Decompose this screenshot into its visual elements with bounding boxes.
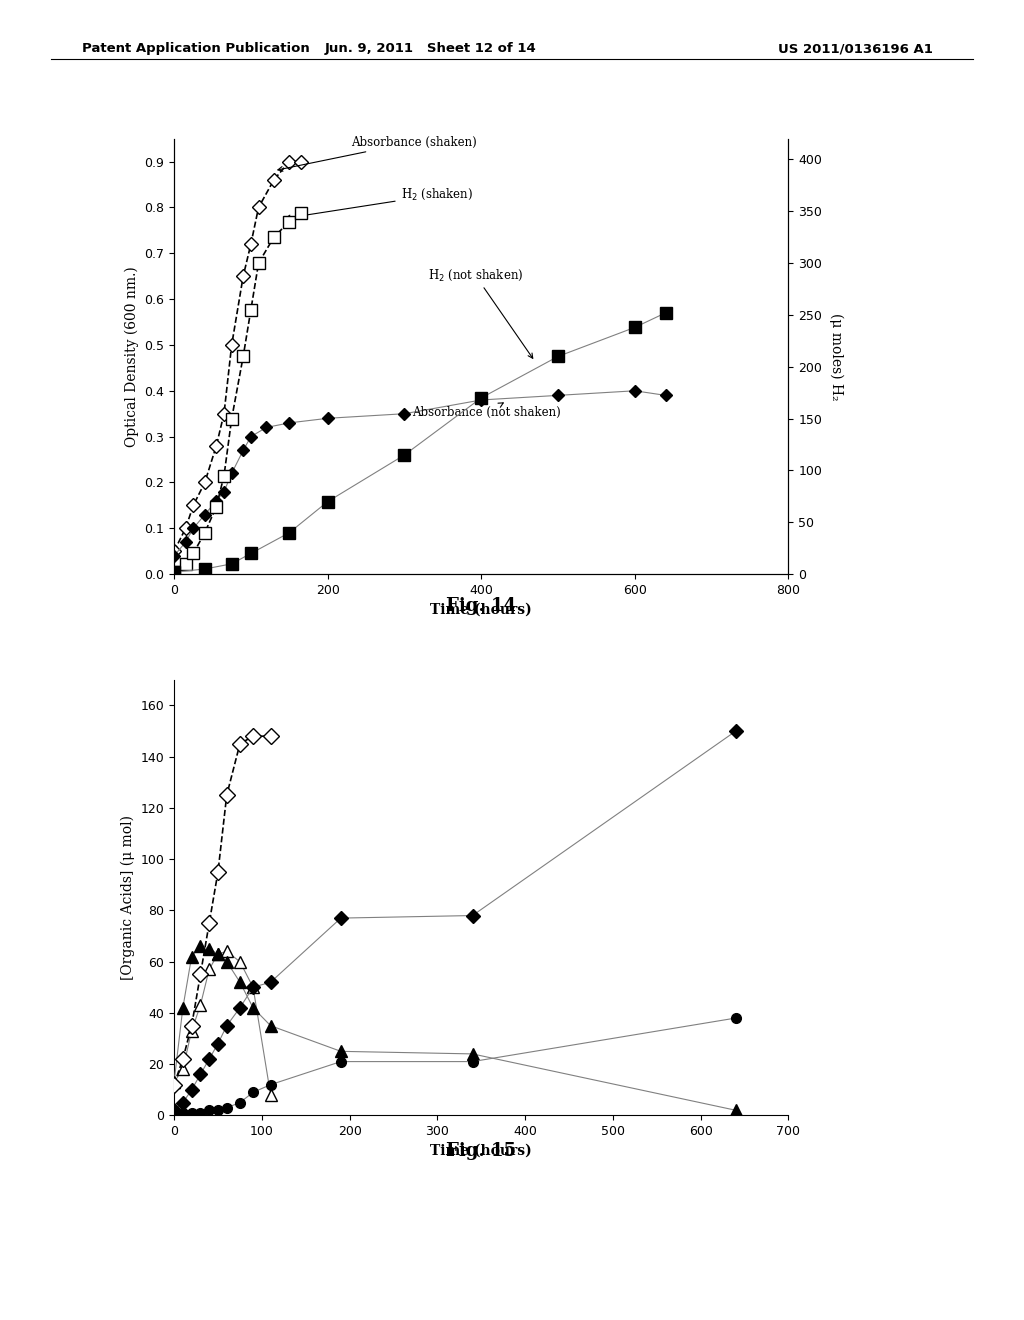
Text: Absorbance (shaken): Absorbance (shaken) — [278, 136, 476, 172]
Text: Patent Application Publication: Patent Application Publication — [82, 42, 309, 55]
X-axis label: Time (hours): Time (hours) — [430, 1143, 532, 1158]
Text: Absorbance (not shaken): Absorbance (not shaken) — [412, 403, 561, 418]
Text: H$_2$ (not shaken): H$_2$ (not shaken) — [428, 268, 532, 358]
X-axis label: Time (hours): Time (hours) — [430, 602, 532, 616]
Text: H$_2$ (shaken): H$_2$ (shaken) — [286, 187, 473, 220]
Y-axis label: (μ moles) H₂: (μ moles) H₂ — [828, 313, 843, 400]
Text: US 2011/0136196 A1: US 2011/0136196 A1 — [778, 42, 933, 55]
Y-axis label: Optical Density (600 nm.): Optical Density (600 nm.) — [124, 267, 139, 446]
Text: Fig. 15: Fig. 15 — [446, 1142, 516, 1160]
Text: Jun. 9, 2011   Sheet 12 of 14: Jun. 9, 2011 Sheet 12 of 14 — [325, 42, 536, 55]
Y-axis label: [Organic Acids] (μ mol): [Organic Acids] (μ mol) — [121, 814, 135, 979]
Text: Fig. 14: Fig. 14 — [446, 597, 516, 615]
